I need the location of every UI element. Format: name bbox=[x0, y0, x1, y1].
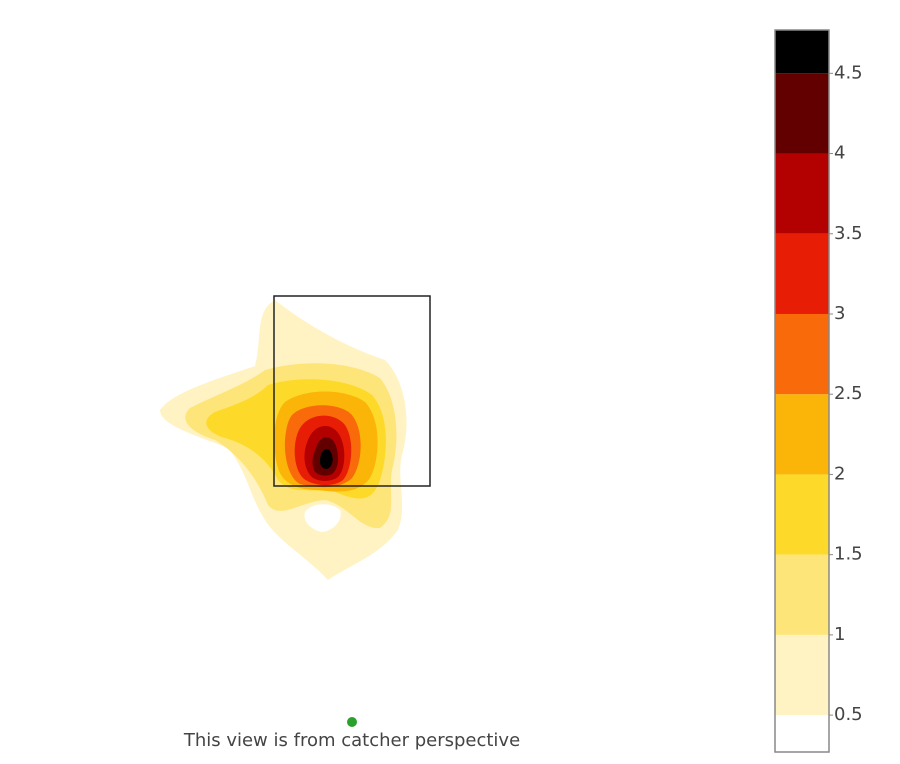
colorbar: 0.5 1 1.5 2 2.5 3 3.5 4 4.5 bbox=[774, 29, 863, 753]
colorbar-band bbox=[775, 30, 829, 74]
colorbar-tick-label: 3 bbox=[834, 303, 845, 324]
plot-area bbox=[160, 300, 407, 580]
annotation: This view is from catcher perspective bbox=[183, 730, 520, 751]
colorbar-tick-label: 1.5 bbox=[834, 544, 863, 565]
home-plate-marker bbox=[347, 717, 357, 727]
strike-zone bbox=[273, 295, 431, 487]
colorbar-band bbox=[775, 715, 829, 752]
colorbar-tick-label: 1 bbox=[834, 624, 845, 645]
colorbar-tick-label: 4 bbox=[834, 143, 845, 164]
colorbar-tick-label: 4.5 bbox=[834, 62, 863, 83]
colorbar-band bbox=[775, 394, 829, 475]
colorbar-band bbox=[775, 153, 829, 234]
colorbar-band bbox=[775, 73, 829, 154]
colorbar-band bbox=[775, 233, 829, 314]
contour-hole bbox=[304, 504, 341, 532]
colorbar-outline bbox=[774, 29, 830, 753]
colorbar-band bbox=[775, 313, 829, 395]
colorbar-band bbox=[775, 634, 829, 716]
colorbar-tick-label: 2 bbox=[834, 463, 845, 484]
colorbar-tick-label: 2.5 bbox=[834, 383, 863, 404]
colorbar-tick-label: 0.5 bbox=[834, 704, 863, 725]
contour-region bbox=[320, 449, 333, 469]
colorbar-band bbox=[775, 554, 829, 635]
colorbar-band bbox=[775, 474, 829, 555]
colorbar-tick-label: 3.5 bbox=[834, 223, 863, 244]
